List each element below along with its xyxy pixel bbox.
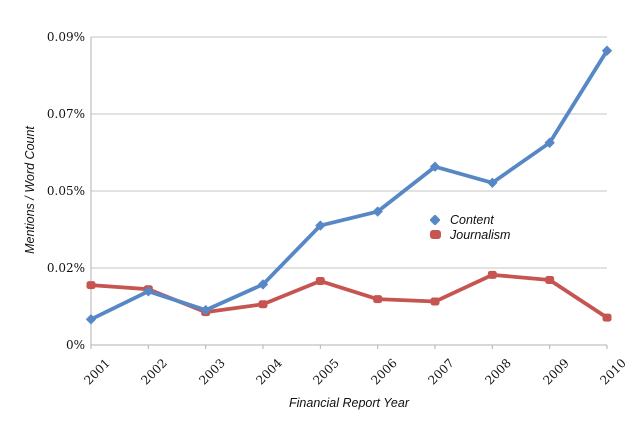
content-marker [544,137,555,148]
legend-label-content: Content [450,212,494,227]
journalism-marker [258,300,268,309]
journalism-marker [602,313,612,322]
content-marker [315,220,326,231]
content-marker [200,304,211,316]
legend-label-journalism: Journalism [450,227,511,242]
content-marker [143,286,154,297]
journalism-marker [430,297,440,306]
content-line [89,48,609,322]
y-tick-label: 0.05% [46,184,85,198]
content-marker [601,45,613,56]
journalism-marker [487,270,497,279]
content-marker [85,314,97,325]
journalism-marker [373,295,383,304]
content-diamond-marker-icon [429,213,441,226]
content-marker [372,206,383,217]
y-tick-label: 0.09% [46,30,85,44]
journalism-marker [545,275,555,284]
x-axis-title: Financial Report Year [289,396,409,410]
y-tick-label: 0% [65,338,85,352]
y-tick-label: 0.02% [46,261,85,275]
journalism-marker [315,277,325,286]
legend-entry-content: Content [429,212,510,227]
content-marker [487,177,498,188]
content-marker [257,279,269,290]
legend-entry-journalism: Journalism [429,227,510,242]
journalism-marker [86,281,96,290]
content-marker [429,161,441,172]
legend: Content Journalism [429,212,510,242]
y-axis-title: Mentions / Word Count [23,126,37,254]
y-tick-label: 0.07% [46,107,85,121]
journalism-square-marker-icon [430,230,441,239]
